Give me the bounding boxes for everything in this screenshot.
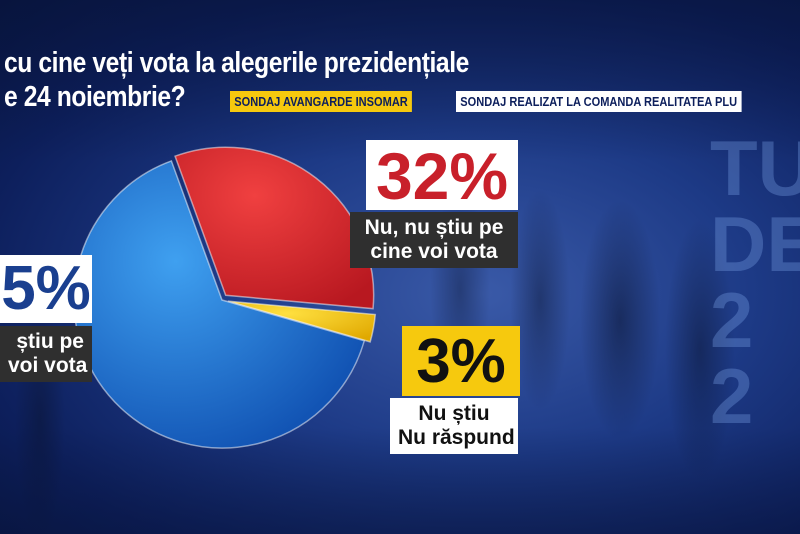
label-yellow: Nu știu Nu răspund (390, 398, 518, 454)
slice-yellow (227, 300, 377, 343)
label-blue: știu pe voi vota (0, 326, 92, 382)
chart-title: cu cine veți vota la alegerile prezidenț… (4, 47, 469, 113)
pct-box-red: 32% (366, 140, 518, 212)
poll-source-tag: SONDAJ AVANGARDE INSOMAR (230, 91, 413, 112)
pct-box-blue: 5% (0, 254, 92, 323)
background-watermark-text: TUDEC22 (710, 124, 800, 440)
slice-red (174, 146, 375, 310)
slice-blue (73, 159, 366, 449)
label-red: Nu, nu știu pe cine voi vota (350, 212, 518, 268)
pct-box-yellow: 3% (402, 326, 520, 396)
commission-tag: SONDAJ REALIZAT LA COMANDA REALITATEA PL… (456, 91, 742, 112)
